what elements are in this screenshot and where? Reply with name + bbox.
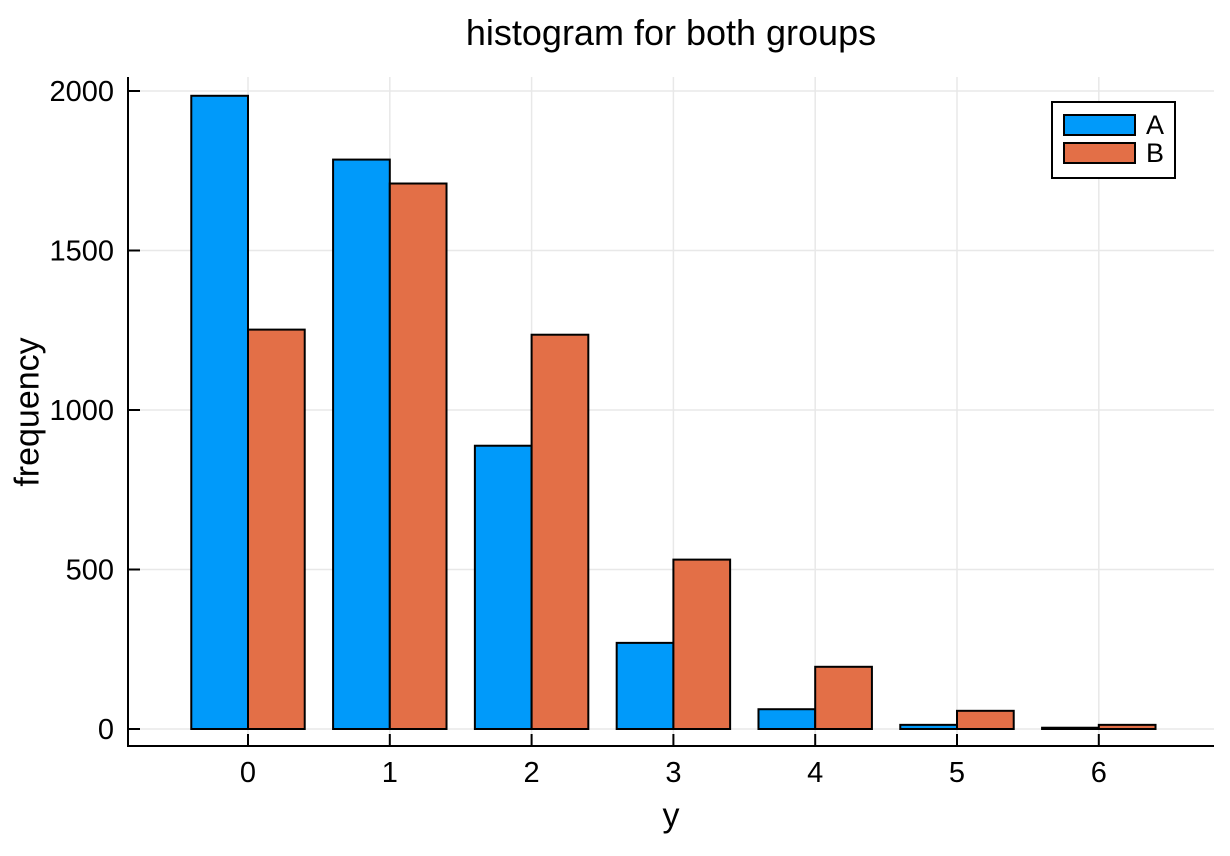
bar-B-1 (388, 182, 448, 730)
bar-A-1 (332, 158, 391, 730)
bar-A-6 (1041, 726, 1100, 730)
bar-A-0 (190, 94, 249, 731)
legend-swatch-b (1063, 142, 1136, 164)
legend-item-a: A (1063, 110, 1174, 140)
y-tick-label-1500: 1500 (49, 236, 114, 268)
bar-B-6 (1097, 723, 1157, 731)
y-tick-label-1000: 1000 (49, 395, 114, 427)
legend-label-a: A (1146, 110, 1165, 140)
bar-A-5 (899, 723, 959, 731)
legend-label-b: B (1146, 138, 1165, 168)
x-tick-label-6: 6 (1091, 757, 1107, 789)
bar-B-0 (247, 328, 306, 730)
y-tick-label-500: 500 (66, 555, 114, 587)
bar-A-3 (615, 641, 675, 730)
x-tick-label-3: 3 (665, 757, 681, 789)
legend-item-b: B (1063, 138, 1174, 168)
x-tick-label-0: 0 (240, 757, 256, 789)
x-tick-label-1: 1 (382, 757, 398, 789)
x-tick-label-5: 5 (949, 757, 965, 789)
x-axis-label: y (662, 796, 680, 835)
y-axis-label: frequency (8, 337, 47, 487)
y-tick-label-2000: 2000 (49, 76, 114, 108)
x-tick-label-4: 4 (807, 757, 823, 789)
x-tick-label-2: 2 (524, 757, 540, 789)
legend: A B (1051, 101, 1176, 179)
bar-B-5 (956, 709, 1015, 731)
legend-swatch-a (1063, 114, 1136, 136)
y-tick-label-0: 0 (98, 714, 114, 746)
bar-B-3 (672, 558, 732, 731)
bar-A-2 (473, 444, 533, 730)
bar-B-2 (530, 333, 590, 730)
bar-B-4 (814, 665, 873, 730)
bar-A-4 (757, 708, 817, 730)
chart-title: histogram for both groups (465, 12, 877, 53)
